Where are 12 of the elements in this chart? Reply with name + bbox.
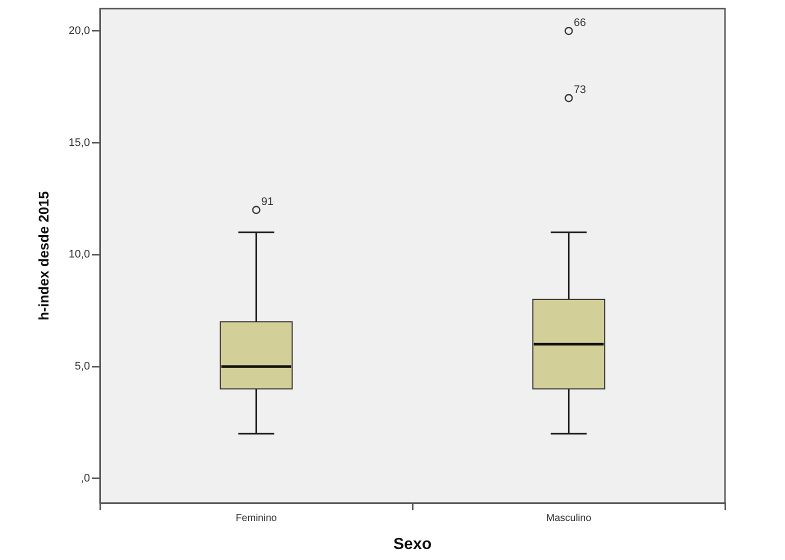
annotation: 66 bbox=[574, 16, 586, 29]
annotation: 91 bbox=[261, 196, 274, 208]
annotation: 73 bbox=[574, 84, 586, 96]
x-tick-label: Feminino bbox=[236, 512, 278, 524]
y-tick-label: 10,0 bbox=[68, 248, 90, 261]
y-tick-label: 20,0 bbox=[68, 25, 90, 37]
y-tick-label: ,0 bbox=[80, 472, 90, 484]
x-axis-title: Sexo bbox=[393, 536, 432, 553]
y-tick-label: 15,0 bbox=[68, 136, 90, 149]
x-tick-label: Masculino bbox=[546, 512, 592, 524]
y-tick-label: 5,0 bbox=[74, 360, 90, 373]
y-axis-title: h-index desde 2015 bbox=[35, 191, 52, 320]
